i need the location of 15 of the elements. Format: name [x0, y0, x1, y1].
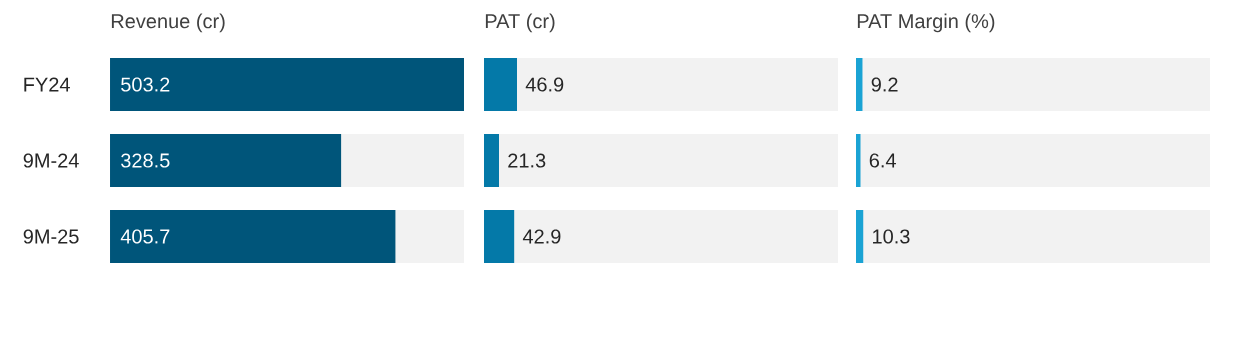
data-label: 503.2 [121, 77, 170, 92]
y-tick-label: 9M-24 [23, 153, 79, 168]
data-label: 405.7 [120, 229, 170, 244]
data-label: 328.5 [121, 153, 170, 168]
chart-title: PAT Margin (%) [857, 13, 995, 33]
chart-title: PAT (cr) [485, 13, 555, 33]
data-label: 9.2 [871, 77, 898, 92]
data-label: 21.3 [508, 153, 546, 168]
data-label: 46.9 [525, 77, 564, 92]
y-tick-label: FY24 [24, 77, 70, 92]
y-tick-label: 9M-25 [23, 229, 79, 244]
data-label: 6.4 [869, 153, 896, 168]
data-label: 42.9 [522, 229, 561, 244]
chart-title: Revenue (cr) [111, 13, 225, 33]
data-label: 10.3 [873, 229, 910, 244]
